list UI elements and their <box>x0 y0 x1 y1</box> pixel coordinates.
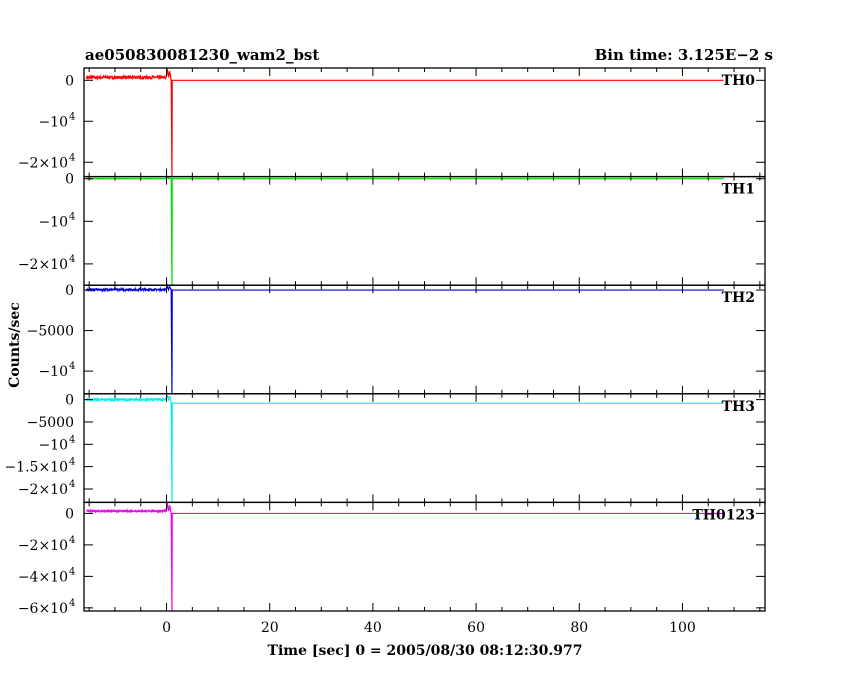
series-line-th0 <box>85 68 724 177</box>
panel-frame <box>83 393 766 504</box>
y-tick-label: −2×10 <box>18 482 68 498</box>
x-tick-label: 80 <box>570 620 588 636</box>
panel-label-th2: TH2 <box>722 290 755 306</box>
y-tick-label: −1.5×10 <box>4 460 68 476</box>
panel-frame <box>83 284 766 395</box>
y-tick-exponent: 4 <box>69 479 75 490</box>
chart-title: ae050830081230_wam2_bst <box>85 46 319 64</box>
y-tick-exponent: 4 <box>69 566 75 577</box>
y-tick-label: −10 <box>38 364 68 380</box>
y-tick-label: 0 <box>65 506 74 522</box>
y-tick-exponent: 4 <box>69 598 75 609</box>
x-tick-label: 40 <box>364 620 382 636</box>
y-tick-exponent: 4 <box>69 457 75 468</box>
y-tick-label: −5000 <box>27 415 74 431</box>
series-line-th3 <box>85 394 724 503</box>
bin-time-label: Bin time: 3.125E−2 s <box>595 46 773 64</box>
panel-frame <box>83 501 766 612</box>
y-tick-label: −2×10 <box>18 155 68 171</box>
y-tick-exponent: 4 <box>69 152 75 163</box>
panel-frame <box>83 175 766 286</box>
x-tick-label: 0 <box>162 620 171 636</box>
x-tick-label: 100 <box>669 620 696 636</box>
panel-label-th0: TH0 <box>722 73 756 89</box>
panel-label-th3: TH3 <box>722 399 755 415</box>
y-tick-label: −10 <box>38 114 68 130</box>
y-tick-exponent: 4 <box>69 535 75 546</box>
y-tick-label: −6×10 <box>18 601 68 617</box>
y-tick-label: 0 <box>65 393 74 409</box>
x-axis-label: Time [sec] 0 = 2005/08/30 08:12:30.977 <box>268 643 583 659</box>
panel-label-th0123: TH0123 <box>692 507 755 523</box>
y-tick-exponent: 4 <box>69 111 75 122</box>
y-tick-label: 0 <box>65 283 74 299</box>
y-tick-exponent: 4 <box>69 211 75 222</box>
series-line-th0123 <box>86 503 724 612</box>
y-tick-label: −4×10 <box>18 569 68 585</box>
y-tick-label: −10 <box>38 437 68 453</box>
series-line-th2 <box>85 283 724 394</box>
x-tick-label: 60 <box>467 620 485 636</box>
y-tick-label: −10 <box>38 214 68 230</box>
y-tick-label: 0 <box>65 73 74 89</box>
y-tick-label: −5000 <box>27 324 74 340</box>
y-tick-label: −2×10 <box>18 257 68 273</box>
x-tick-label: 20 <box>261 620 279 636</box>
y-tick-label: −2×10 <box>18 538 68 554</box>
y-tick-exponent: 4 <box>69 254 75 265</box>
y-tick-exponent: 4 <box>69 361 75 372</box>
panel-th2: 0 −5000 −10 4 TH2 <box>27 283 766 395</box>
panel-label-th1: TH1 <box>722 182 755 198</box>
y-tick-exponent: 4 <box>69 434 75 445</box>
panel-frame <box>83 67 766 178</box>
y-tick-label: 0 <box>65 172 74 188</box>
y-axis-label: Counts/sec <box>7 302 23 388</box>
series-line-th1 <box>86 175 724 286</box>
